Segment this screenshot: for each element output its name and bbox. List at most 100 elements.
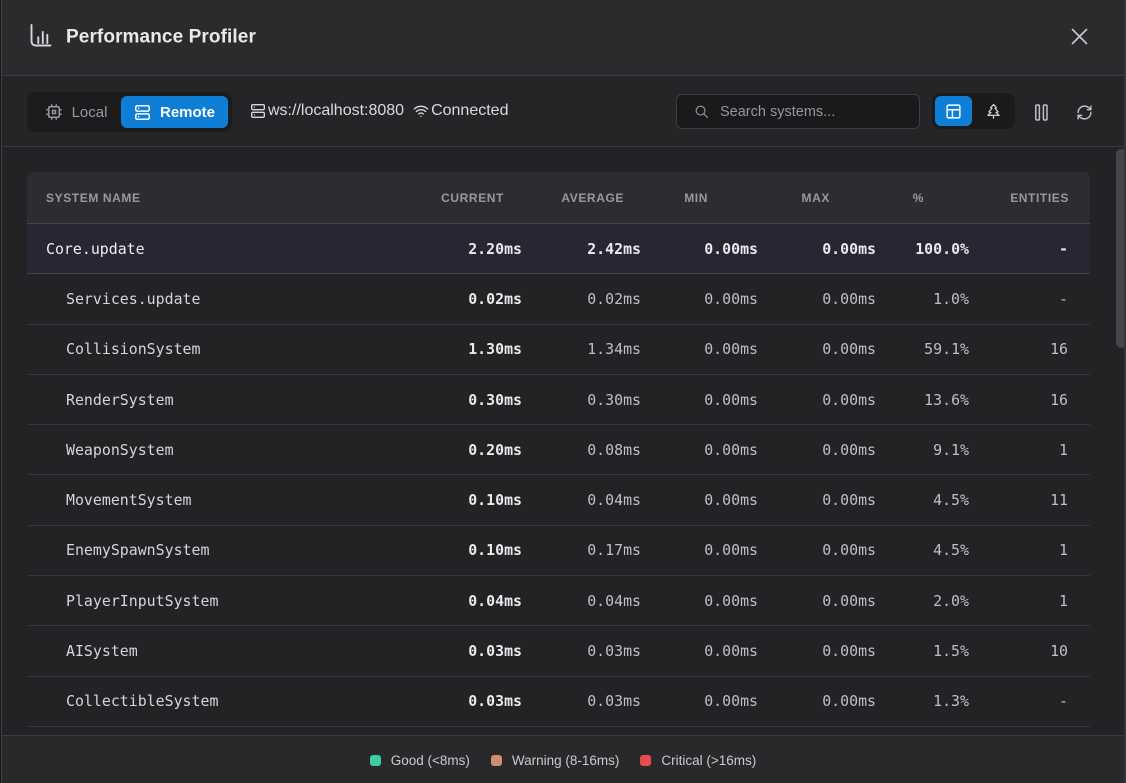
legend-footer: Good (<8ms) Warning (8-16ms) Critical (>16… [0,735,1126,783]
cell-pct: 1.0% [933,289,969,308]
view-toggle [932,93,1015,129]
cell-name: CollisionSystem [66,340,201,359]
legend-label: Good (<8ms) [390,753,470,768]
cell-current: 0.20ms [468,440,522,459]
table-row[interactable]: WeaponSystem 0.20ms 0.08ms 0.00ms 0.00ms 9.1%… [27,425,1090,476]
content-area: SYSTEM NAME CURRENT AVERAGE MIN MAX% ENTITIES… [0,147,1126,735]
cell-entities: - [1059,239,1068,258]
connection-url-text: ws://localhost:8080 [268,102,405,119]
cell-entities: 11 [1050,491,1068,510]
cell-pct: 100.0% [915,239,969,258]
legend-label: Critical (>16ms) [661,753,757,768]
bar-chart-icon [29,24,52,48]
table-row[interactable]: EnemySpawnSystem 0.10ms 0.17ms 0.00ms 0.00ms… [27,526,1090,577]
cell-average: 0.03ms [587,642,641,661]
table-row[interactable]: AISystem 0.03ms 0.03ms 0.00ms 0.00ms 1.5% 10 [27,626,1090,677]
cell-pct: 13.6% [924,390,969,409]
cell-entities: - [1059,692,1068,711]
table-row[interactable]: Core.update 2.20ms 2.42ms 0.00ms 0.00ms 100.0… [27,224,1090,275]
cell-name: Core.update [46,239,145,258]
cell-min: 0.00ms [704,541,758,560]
page-title: Performance Profiler [66,26,256,48]
cpu-icon [45,103,63,121]
column-header-min[interactable]: MIN [684,190,708,205]
column-header-average[interactable]: AVERAGE [561,190,624,205]
server-icon [134,104,151,121]
cell-pct: 4.5% [933,491,969,510]
cell-name: CollectibleSystem [66,692,219,711]
cell-average: 0.08ms [587,440,641,459]
cell-name: MovementSystem [66,491,192,510]
cell-average: 2.42ms [587,239,641,258]
close-button[interactable] [1064,21,1095,52]
cell-current: 0.02ms [468,289,522,308]
cell-pct: 4.5% [933,541,969,560]
tree-view-button[interactable] [975,96,1012,126]
table-header-row: SYSTEM NAME CURRENT AVERAGE MIN MAX% ENTITIES [27,172,1090,224]
cell-max: 0.00ms [822,642,876,661]
cell-min: 0.00ms [704,239,758,258]
cell-average: 0.04ms [587,591,641,610]
systems-table: SYSTEM NAME CURRENT AVERAGE MIN MAX% ENTITIES… [27,172,1090,735]
scrollbar-thumb[interactable] [1115,149,1126,348]
cell-current: 1.30ms [468,340,522,359]
cell-current: 0.30ms [468,390,522,409]
connection-status-text: Connected [431,102,509,119]
table-row[interactable]: RenderSystem 0.30ms 0.30ms 0.00ms 0.00ms 13.6… [27,375,1090,426]
cell-name: EnemySpawnSystem [66,541,210,560]
cell-entities: - [1059,289,1068,308]
column-header-entities[interactable]: ENTITIES [1010,190,1069,205]
cell-average: 0.17ms [587,541,641,560]
table-row[interactable]: CollectibleSystem 0.03ms 0.03ms 0.00ms 0.00m… [27,677,1090,727]
remote-mode-button[interactable]: Remote [121,96,228,128]
cell-min: 0.00ms [704,440,758,459]
mode-switcher: Local Remote [27,92,232,132]
search-icon [694,104,709,119]
cell-average: 0.03ms [587,692,641,711]
pause-button[interactable] [1023,94,1059,130]
table-row[interactable]: PlayerInputSystem 0.04ms 0.04ms 0.00ms 0.00m… [27,576,1090,627]
cell-max: 0.00ms [822,390,876,409]
refresh-button[interactable] [1066,94,1102,130]
column-header-pct[interactable]: % [912,190,924,205]
cell-max: 0.00ms [822,491,876,510]
table-row[interactable]: MovementSystem 0.10ms 0.04ms 0.00ms 0.00ms 4.… [27,475,1090,526]
column-header-name[interactable]: SYSTEM NAME [46,190,141,205]
table-row[interactable]: CollisionSystem 1.30ms 1.34ms 0.00ms 0.00ms 5… [27,325,1090,375]
local-mode-button[interactable]: Local [31,96,121,128]
cell-average: 0.04ms [587,491,641,510]
pause-icon [1034,103,1049,121]
cell-name: WeaponSystem [66,440,174,459]
cell-pct: 1.3% [933,692,969,711]
cell-name: RenderSystem [66,390,174,409]
legend-swatch [640,755,652,766]
column-header-current[interactable]: CURRENT [441,190,504,205]
remote-mode-label: Remote [159,103,215,121]
cell-entities: 16 [1050,390,1068,409]
search-input[interactable] [720,103,910,120]
legend-item: Critical (>16ms) [640,753,756,768]
cell-current: 0.03ms [468,642,522,661]
cell-pct: 59.1% [924,340,969,359]
cell-current: 0.03ms [468,692,522,711]
search-box [676,94,920,129]
cell-min: 0.00ms [704,591,758,610]
cell-average: 0.02ms [587,289,641,308]
connection-info: ws://localhost:8080 Connected [250,76,508,146]
cell-min: 0.00ms [704,289,758,308]
table-view-button[interactable] [935,96,972,126]
cell-min: 0.00ms [704,692,758,711]
cell-max: 0.00ms [822,289,876,308]
toolbar: Local Remote [0,76,1126,147]
cell-entities: 1 [1059,440,1068,459]
table-row[interactable]: Services.update 0.02ms 0.02ms 0.00ms 0.00ms 1… [27,274,1090,325]
cell-pct: 1.5% [933,642,969,661]
cell-pct: 9.1% [933,440,969,459]
cell-name: Services.update [66,289,201,308]
column-header-max[interactable]: MAX [801,190,830,205]
cell-min: 0.00ms [704,642,758,661]
cell-max: 0.00ms [822,340,876,359]
refresh-icon [1076,104,1093,121]
legend-item: Warning (8-16ms) [490,753,619,768]
cell-max: 0.00ms [822,440,876,459]
